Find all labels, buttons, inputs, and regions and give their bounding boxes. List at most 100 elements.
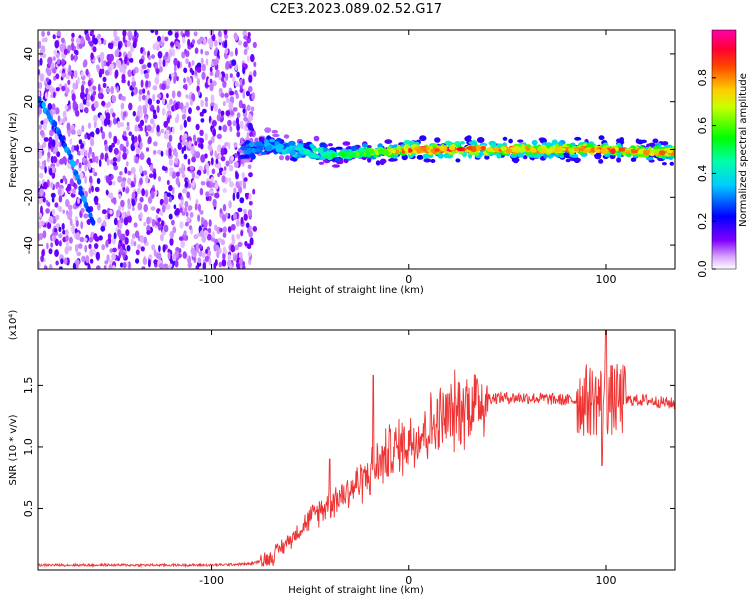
spectrogram-trace-cell <box>283 134 290 139</box>
spectrogram-noise-cell <box>131 198 136 207</box>
spectrogram-trace-cell <box>448 146 456 151</box>
spectrogram-noise-cell <box>210 94 215 103</box>
spectrogram-noise-cell <box>61 59 66 65</box>
spectrogram-noise-cell <box>214 182 219 190</box>
spectrogram-noise-cell <box>235 47 238 56</box>
spectrogram-noise-cell <box>129 32 133 39</box>
spectrogram-noise-cell <box>101 100 106 107</box>
spectrogram-noise-cell <box>72 82 77 90</box>
spectrogram-noise-cell <box>173 204 177 210</box>
spectrogram-noise-cell <box>48 140 52 149</box>
spectrogram-noise-cell <box>183 230 187 237</box>
spectrogram-noise-cell <box>172 253 176 262</box>
spectrogram-noise-cell <box>185 94 190 99</box>
spectrogram-noise-cell <box>228 200 232 209</box>
spectrogram-trace-cell <box>312 147 319 152</box>
spectrogram-trace-cell <box>248 141 255 148</box>
spectrogram-noise-cell <box>47 151 51 159</box>
spectrogram-trace-cell <box>340 153 348 157</box>
spectrogram-trace-cell <box>598 135 605 141</box>
spectrogram-noise-cell <box>135 258 140 264</box>
spectrogram-noise-cell <box>63 257 68 265</box>
spectrogram-trace-cell <box>52 120 58 128</box>
spectrogram-noise-cell <box>162 204 166 213</box>
spectrogram-trace-cell <box>266 144 273 150</box>
spectrogram-noise-cell <box>128 131 133 136</box>
spectrogram-trace-cell <box>637 150 643 155</box>
spectrogram-noise-cell <box>131 91 134 97</box>
spectrogram-noise-cell <box>187 158 191 165</box>
spectrogram-trace-cell <box>434 137 441 143</box>
spectrogram-noise-cell <box>41 53 47 58</box>
spectrogram-noise-cell <box>175 102 179 111</box>
spectrogram-noise-cell <box>248 200 253 206</box>
spectrogram-noise-cell <box>200 154 206 163</box>
spectrogram-noise-cell <box>120 217 124 224</box>
spectrogram-noise-cell <box>131 168 135 174</box>
spectrogram-trace-cell <box>332 164 340 168</box>
spectrogram-noise-cell <box>234 254 238 262</box>
spectrogram-noise-cell <box>184 221 189 227</box>
spectrogram-noise-cell <box>140 246 145 252</box>
spectrogram-noise-cell <box>68 64 72 73</box>
spectrogram-noise-cell <box>89 40 94 47</box>
spectrogram-noise-cell <box>182 251 187 259</box>
spectrogram-noise-cell <box>158 263 164 269</box>
spectrogram-noise-cell <box>161 107 166 116</box>
spectrogram-noise-cell <box>195 123 200 131</box>
spectrogram-noise-cell <box>174 209 179 216</box>
spectrogram-trace-cell <box>338 151 345 155</box>
y-tick-label: -20 <box>22 188 35 206</box>
spectrogram-noise-cell <box>229 125 233 132</box>
spectrogram-trace-cell <box>313 135 320 142</box>
spectrogram-noise-cell <box>38 107 43 115</box>
spectrogram-noise-cell <box>204 101 209 108</box>
spectrogram-noise-cell <box>205 248 208 255</box>
spectrogram-noise-cell <box>112 157 118 162</box>
spectrogram-noise-cell <box>90 95 94 101</box>
spectrogram-noise-cell <box>106 53 112 62</box>
spectrogram-noise-cell <box>72 188 76 195</box>
spectrogram-noise-cell <box>182 36 186 44</box>
spectrogram-noise-cell <box>188 61 191 68</box>
spectrogram-noise-cell <box>56 52 60 59</box>
spectrogram-noise-cell <box>199 230 204 238</box>
spectrogram-noise-cell <box>166 116 170 124</box>
spectrogram-noise-cell <box>175 40 180 48</box>
spectrogram-noise-cell <box>183 145 187 152</box>
spectrogram-noise-cell <box>221 170 227 176</box>
spectrogram-noise-cell <box>117 242 122 250</box>
spectrogram-trace-cell <box>271 129 278 134</box>
spectrogram-noise-cell <box>229 73 233 78</box>
spectrogram-trace-cell <box>522 155 528 160</box>
spectrogram-noise-cell <box>134 230 140 239</box>
spectrogram-noise-cell <box>163 133 169 140</box>
spectrogram-trace-cell <box>553 147 562 153</box>
spectrogram-noise-cell <box>120 110 124 119</box>
spectrogram-noise-cell <box>85 33 90 41</box>
spectrogram-noise-cell <box>46 242 49 250</box>
spectrogram-noise-cell <box>119 65 124 73</box>
spectrogram-noise-cell <box>187 38 191 47</box>
spectrogram-noise-cell <box>230 224 236 231</box>
spectrogram-noise-cell <box>213 103 218 112</box>
spectrogram-noise-cell <box>101 59 105 69</box>
spectrogram-noise-cell <box>246 131 250 139</box>
spectrogram-noise-cell <box>51 103 56 111</box>
spectrogram-noise-cell <box>65 234 69 242</box>
spectrogram-noise-cell <box>91 151 95 158</box>
spectrogram-noise-cell <box>192 179 195 188</box>
spectrogram-noise-cell <box>41 37 46 43</box>
spectrogram-noise-cell <box>208 145 213 152</box>
spectrogram-noise-cell <box>157 35 161 42</box>
spectrogram-trace-cell <box>513 158 519 164</box>
spectrogram-noise-cell <box>230 51 234 57</box>
spectrogram-noise-cell <box>232 77 236 84</box>
colorbar: 0.0 0.2 0.4 0.6 0.8 Normalized spectral ampl… <box>696 29 749 278</box>
spectrogram-noise-cell <box>213 262 217 269</box>
spectrogram-noise-cell <box>203 229 209 238</box>
spectrogram-noise-cell <box>132 206 135 212</box>
spectrogram-trace-cell <box>653 148 660 153</box>
spectrogram-noise-cell <box>168 158 174 167</box>
spectrogram-noise-cell <box>211 120 217 127</box>
